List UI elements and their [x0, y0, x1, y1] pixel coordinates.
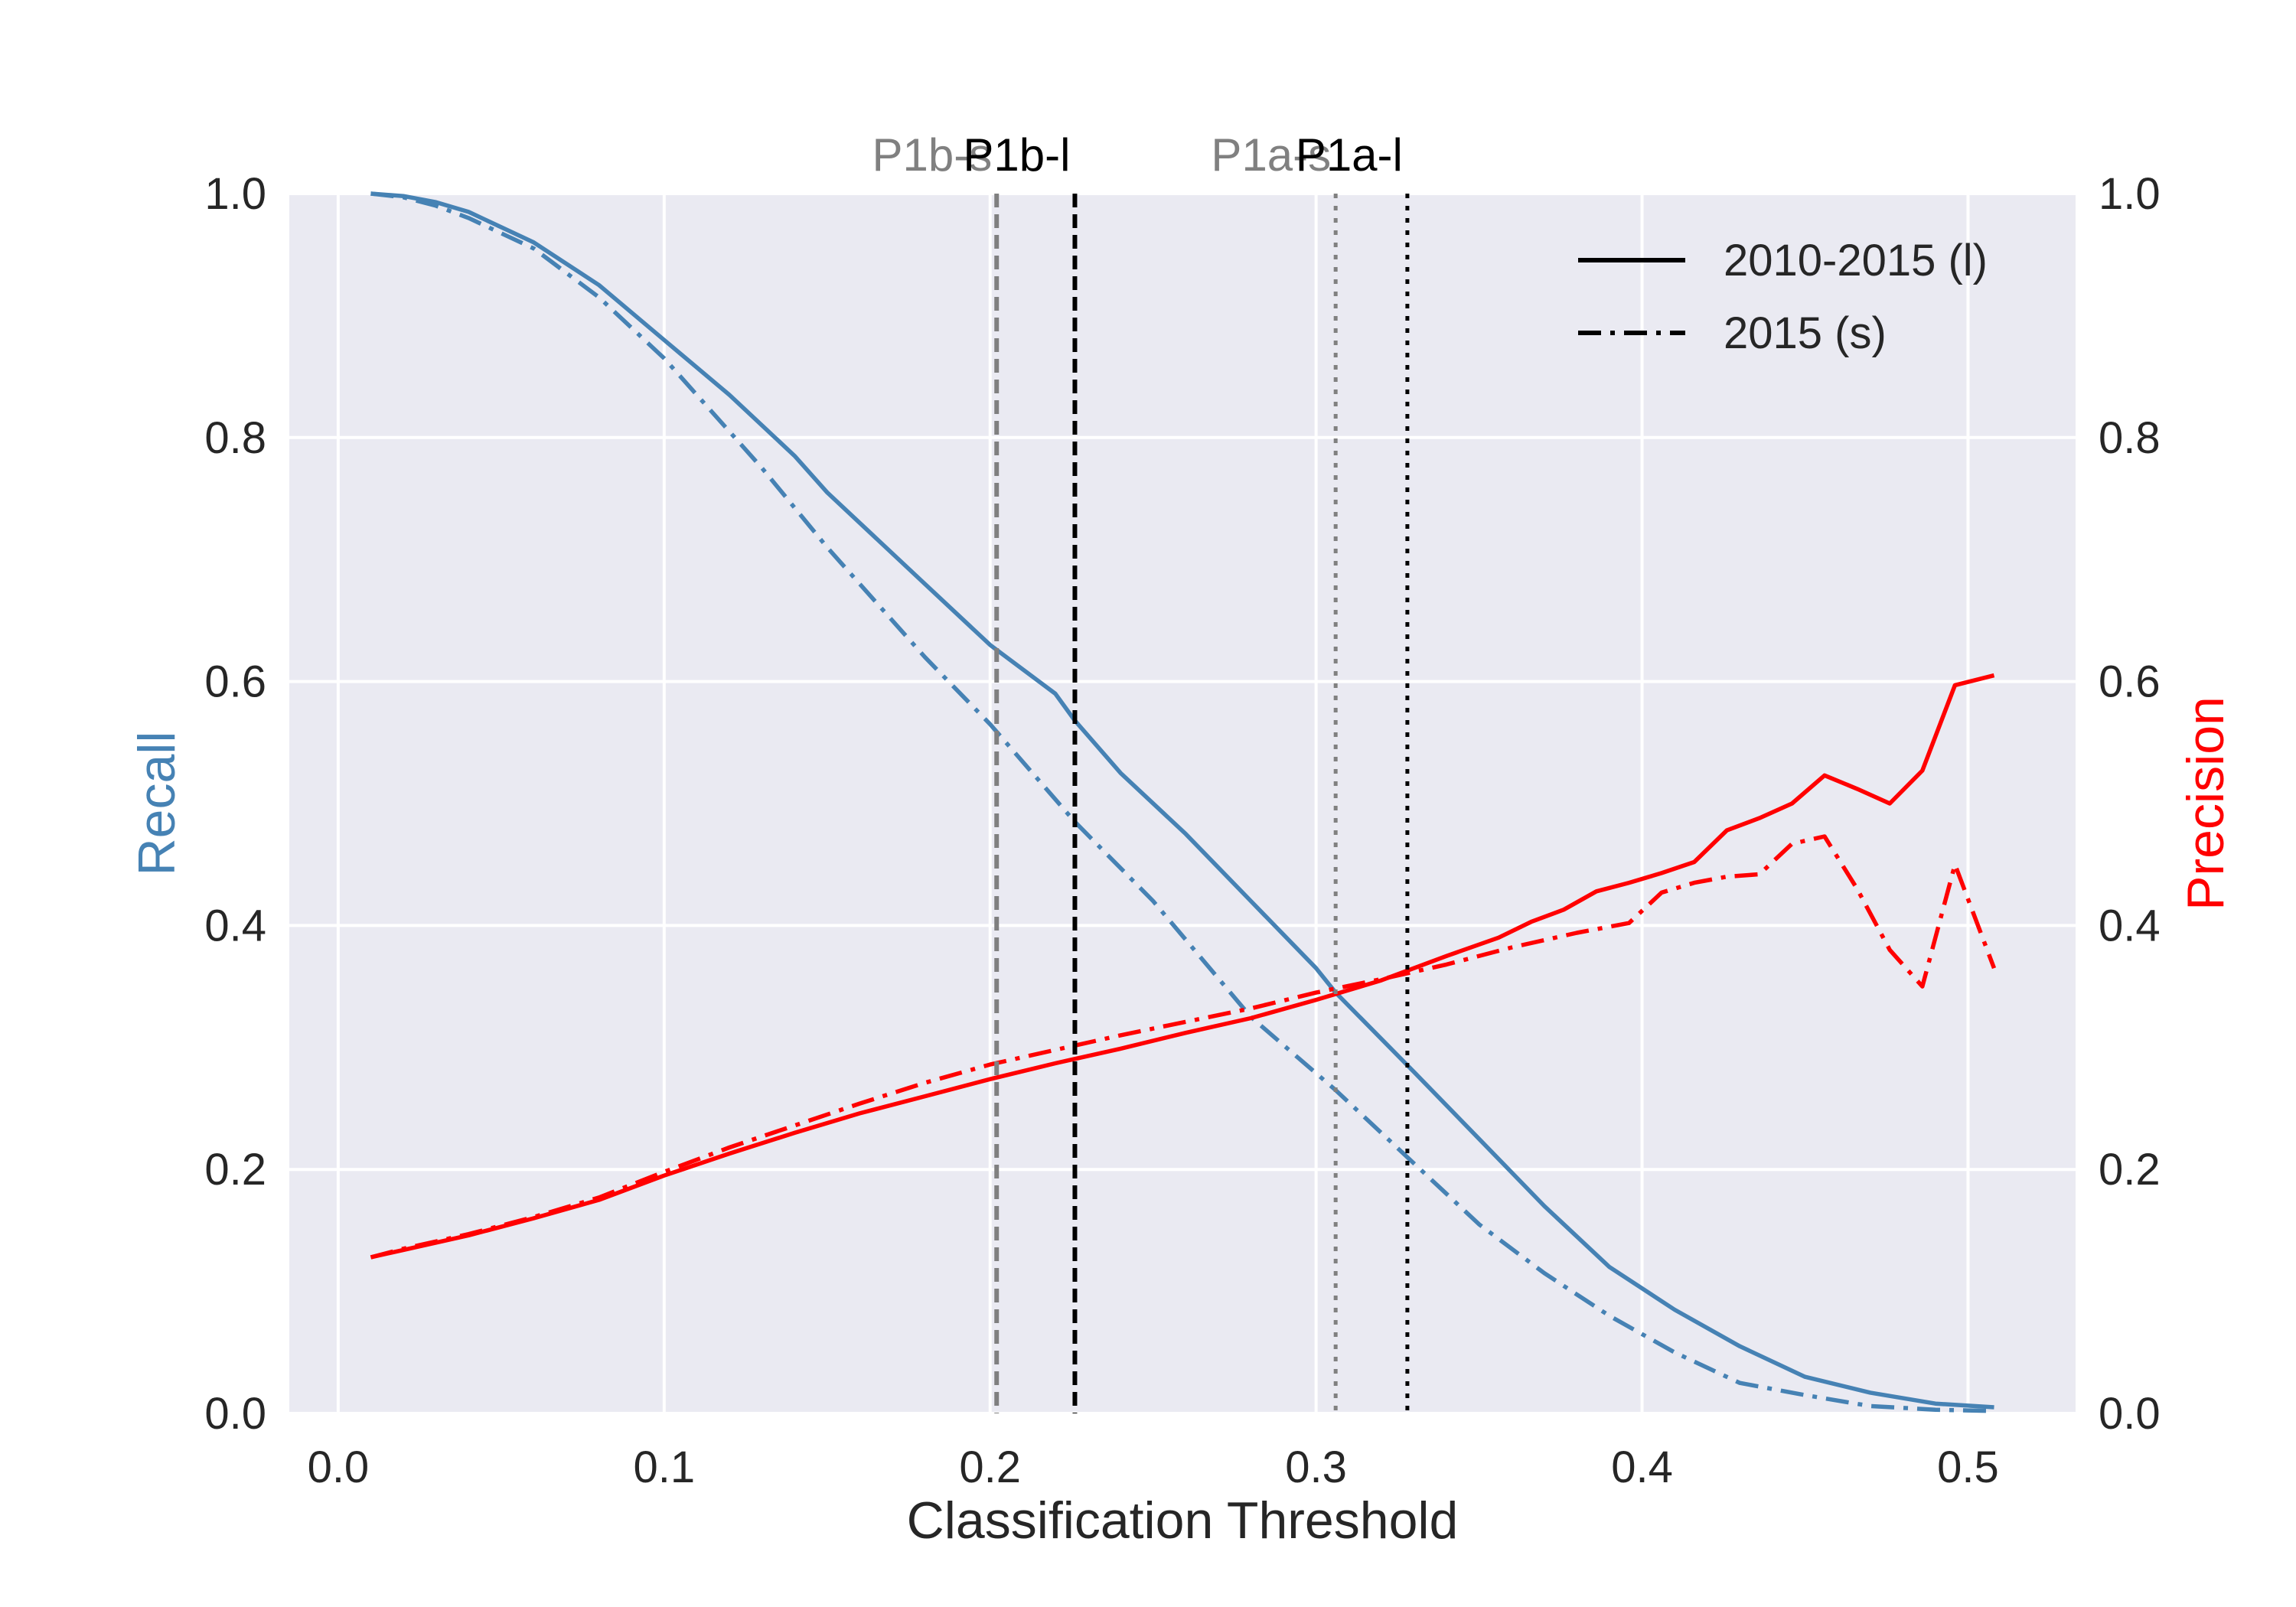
x-tick-label: 0.4	[1611, 1442, 1673, 1492]
y-tick-label-right: 0.6	[2099, 657, 2161, 707]
series-line-recall-dashdot	[370, 191, 1994, 1413]
series-line-precision-solid	[370, 673, 1995, 1260]
y-tick-label-left: 0.4	[204, 901, 266, 950]
y-tick-label-right: 0.4	[2099, 901, 2161, 950]
x-tick-label: 0.0	[308, 1442, 370, 1492]
y-tick-label-left: 0.0	[204, 1389, 266, 1439]
threshold-label-p1b-l: P1b-l	[963, 129, 1070, 181]
y-tick-label-right: 0.0	[2099, 1389, 2161, 1439]
y-tick-label-left: 0.2	[204, 1145, 266, 1195]
tick-labels: 0.0 0.1 0.2 0.3 0.4 0.5 0.0 0.0 0.2 0.2 0.4 0.4 0.6 0…	[204, 169, 2160, 1492]
x-axis-label: Classification Threshold	[907, 1491, 1459, 1550]
y-tick-label-left: 0.6	[204, 657, 266, 707]
y-tick-label-right: 0.2	[2099, 1145, 2161, 1195]
x-tick-label: 0.3	[1285, 1442, 1347, 1492]
threshold-label-p1a-l: P1a-l	[1296, 129, 1403, 181]
legend-label-2015: 2015 (s)	[1724, 308, 1887, 358]
grid-lines	[289, 192, 2076, 1415]
y-axis-label-left: Recall	[128, 732, 186, 876]
series-layer	[370, 191, 1997, 1413]
y-tick-label-left: 1.0	[204, 169, 266, 219]
plot-area	[289, 194, 2076, 1413]
threshold-label-p1b-s: P1b-s	[872, 129, 992, 181]
threshold-label-p1a-s: P1a-s	[1211, 129, 1331, 181]
x-tick-label: 0.5	[1937, 1442, 1999, 1492]
series-line-recall-solid	[370, 191, 1994, 1410]
series-line-precision-dashdot	[370, 834, 1997, 1260]
legend: 2010-2015 (l) 2015 (s)	[1578, 236, 1988, 358]
legend-label-2010-2015: 2010-2015 (l)	[1724, 236, 1988, 285]
x-tick-label: 0.2	[959, 1442, 1021, 1492]
y-tick-label-left: 0.8	[204, 413, 266, 463]
x-tick-label: 0.1	[633, 1442, 695, 1492]
y-tick-label-right: 0.8	[2099, 413, 2161, 463]
y-tick-label-right: 1.0	[2099, 169, 2161, 219]
y-axis-label-right: Precision	[2177, 696, 2235, 911]
